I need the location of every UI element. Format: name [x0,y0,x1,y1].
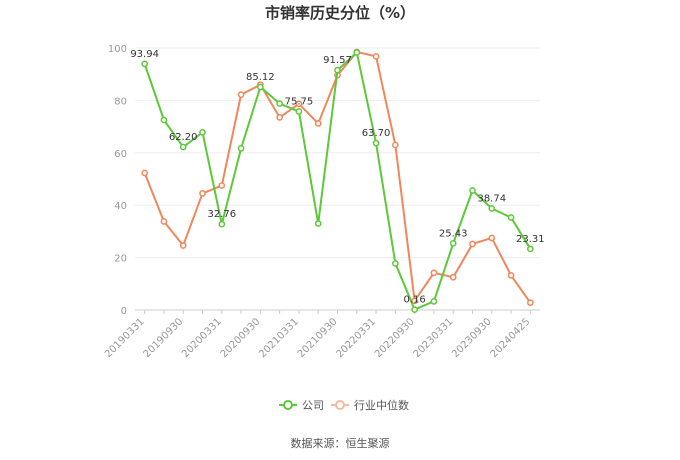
data-point-company[interactable] [237,144,245,152]
data-point-company[interactable] [160,116,168,124]
data-point-company[interactable] [141,60,148,68]
data-point-company[interactable] [179,143,187,151]
data-point-industry[interactable] [527,299,534,307]
y-tick-label-80: 80 [114,96,127,107]
x-tick-label: 20210930 [296,316,340,360]
legend-company-swatch-marker [283,400,293,410]
data-point-company[interactable] [199,129,206,136]
data-label-company: 25.43 [439,228,468,239]
series-company [141,49,534,313]
legend-industry-label: 行业中位数 [354,398,409,412]
data-point-industry[interactable] [179,242,187,249]
data-point-industry[interactable] [314,120,322,127]
data-point-company[interactable] [507,214,515,221]
data-point-industry[interactable] [160,218,168,225]
data-point-industry[interactable] [199,190,206,197]
legend-industry-swatch-marker [335,400,345,410]
data-label-company: 85.12 [246,72,275,83]
data-label-company: 23.31 [516,234,545,245]
data-point-company[interactable] [488,205,496,212]
data-point-company[interactable] [372,139,380,147]
data-point-industry[interactable] [488,234,496,242]
series-line-industry [143,50,532,304]
x-tick-label: 20230930 [450,316,494,360]
data-point-company[interactable] [449,240,457,247]
data-point-company[interactable] [411,306,418,313]
data-point-industry[interactable] [507,272,515,279]
data-label-company: 63.70 [362,128,391,139]
data-point-industry[interactable] [295,100,303,108]
data-point-company[interactable] [430,298,438,305]
data-point-company[interactable] [392,260,399,267]
data-label-company: 0.16 [404,295,426,306]
data-point-company[interactable] [527,245,534,253]
y-tick-label-40: 40 [114,201,127,212]
data-point-industry[interactable] [237,91,245,98]
x-tick-label: 20240425 [489,316,533,360]
data-point-company[interactable] [257,83,264,91]
x-tick-label: 20220331 [334,316,378,360]
series-layer [141,48,534,313]
data-point-industry[interactable] [218,182,226,189]
data-label-company: 91.57 [323,55,352,66]
data-point-company[interactable] [334,66,341,74]
y-tick-label-20: 20 [114,254,127,265]
data-point-company[interactable] [295,108,303,115]
data-point-industry[interactable] [430,269,438,277]
data-point-company[interactable] [314,220,322,227]
data-label-company: 38.74 [477,194,506,205]
data-point-company[interactable] [276,100,283,107]
grid-lines [135,47,540,259]
data-label-company: 32.76 [207,209,236,220]
data-point-industry[interactable] [141,169,148,177]
legend-item-industry[interactable]: 行业中位数 [331,398,409,412]
data-source: 数据来源：恒生聚源 [291,436,390,450]
y-tick-label-60: 60 [114,149,127,160]
data-point-industry[interactable] [469,240,476,248]
legend-company-label: 公司 [302,399,324,412]
x-axis: 2019033120190930202003312020093020210331… [103,309,540,360]
x-tick-label: 20210331 [257,316,301,360]
data-point-industry[interactable] [392,141,399,149]
data-point-company[interactable] [353,49,361,56]
legend-item-company[interactable]: 公司 [279,399,324,412]
data-label-company: 75.75 [285,97,314,108]
y-axis: 0 20 40 60 80 100 [108,44,127,317]
x-tick-label: 20190331 [103,316,147,360]
data-point-industry[interactable] [449,273,457,281]
series-line-company [143,51,532,311]
data-label-company: 62.20 [169,132,198,143]
data-point-industry[interactable] [372,53,380,60]
legend: 公司 行业中位数 [279,398,409,412]
x-tick-label: 20200930 [219,316,263,360]
x-tick-label: 20220930 [373,316,417,360]
data-point-company[interactable] [469,187,476,194]
data-label-company: 93.94 [130,49,159,60]
data-point-company[interactable] [218,220,226,228]
y-tick-label-0: 0 [121,306,127,317]
x-tick-label: 20190930 [142,316,186,360]
x-tick-label: 20200331 [180,316,224,360]
y-tick-label-100: 100 [108,44,127,55]
x-tick-label: 20230331 [412,316,456,360]
series-industry [141,48,534,307]
data-point-industry[interactable] [276,114,283,121]
chart-title: 市销率历史分位（%） [265,4,415,22]
data-labels: 93.94 62.20 32.76 85.12 75.75 91.57 63.70 0.16 2… [130,49,544,306]
